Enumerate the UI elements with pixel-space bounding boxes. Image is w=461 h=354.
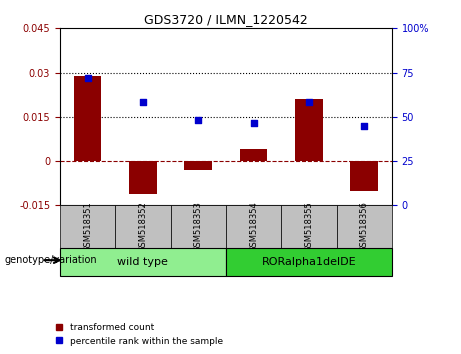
Bar	[350, 161, 378, 190]
Text: GSM518353: GSM518353	[194, 201, 203, 252]
Bar	[295, 99, 323, 161]
FancyBboxPatch shape	[60, 205, 115, 248]
FancyBboxPatch shape	[60, 248, 226, 276]
Bar	[240, 149, 267, 161]
Text: wild type: wild type	[118, 257, 168, 267]
Text: GSM518355: GSM518355	[304, 201, 313, 252]
Text: GSM518351: GSM518351	[83, 201, 92, 252]
FancyBboxPatch shape	[281, 205, 337, 248]
Text: GSM518354: GSM518354	[249, 201, 258, 252]
Text: GSM518356: GSM518356	[360, 201, 369, 252]
Point	[250, 120, 257, 126]
Bar	[184, 161, 212, 170]
Bar	[129, 161, 157, 194]
Text: GSM518352: GSM518352	[138, 201, 148, 252]
FancyBboxPatch shape	[226, 248, 392, 276]
Text: genotype/variation: genotype/variation	[5, 255, 97, 265]
Point	[195, 117, 202, 122]
FancyBboxPatch shape	[226, 205, 281, 248]
Bar	[74, 75, 101, 161]
FancyBboxPatch shape	[171, 205, 226, 248]
Title: GDS3720 / ILMN_1220542: GDS3720 / ILMN_1220542	[144, 13, 308, 26]
Point	[139, 99, 147, 105]
Point	[305, 99, 313, 105]
Legend: transformed count, percentile rank within the sample: transformed count, percentile rank withi…	[51, 320, 227, 349]
Point	[361, 123, 368, 129]
FancyBboxPatch shape	[337, 205, 392, 248]
Text: RORalpha1delDE: RORalpha1delDE	[261, 257, 356, 267]
Point	[84, 76, 91, 81]
FancyBboxPatch shape	[115, 205, 171, 248]
